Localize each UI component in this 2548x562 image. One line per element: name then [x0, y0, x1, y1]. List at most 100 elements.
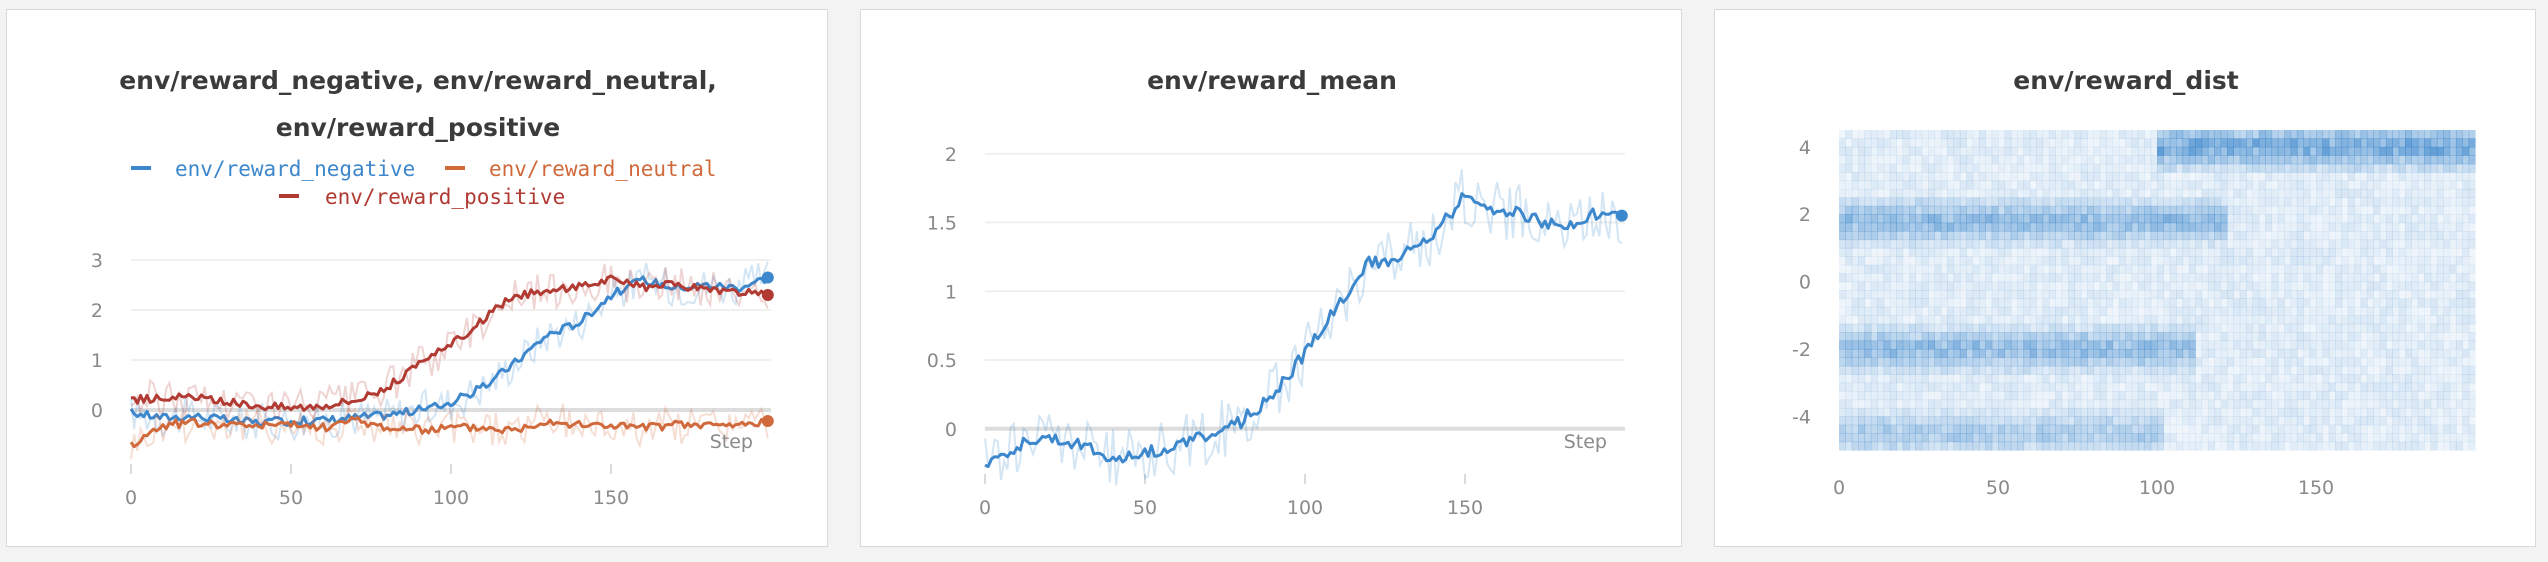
heatmap-cell: [2023, 441, 2031, 451]
heatmap-cell: [2455, 348, 2463, 358]
heatmap-cell: [2392, 146, 2400, 156]
heatmap-cell: [2023, 138, 2031, 148]
series-end-point[interactable]: [761, 271, 774, 284]
heatmap-cell: [1909, 222, 1916, 232]
heatmap-cell: [2424, 424, 2432, 434]
heatmap-cell: [1909, 441, 1916, 451]
heatmap-cell: [1902, 155, 1910, 165]
heatmap-cell: [2284, 290, 2292, 299]
y-tick-label: 4: [1799, 137, 1811, 159]
heatmap-cell: [2462, 374, 2470, 384]
heatmap-cell: [1851, 247, 1859, 257]
heatmap-cell: [1851, 146, 1859, 156]
heatmap-cell: [1845, 172, 1853, 182]
heatmap-cell: [2392, 188, 2400, 198]
heatmap-cell: [2112, 340, 2120, 350]
heatmap-cell: [2106, 399, 2114, 409]
heatmap-cell: [2093, 130, 2101, 139]
heatmap-cell: [1883, 214, 1891, 224]
series-end-point[interactable]: [1615, 209, 1628, 222]
heatmap-cell: [1928, 197, 1935, 207]
heatmap-cell: [2303, 247, 2311, 257]
series-end-point[interactable]: [761, 289, 774, 301]
heatmap-cell: [2169, 340, 2177, 350]
heatmap-cell: [2125, 247, 2133, 257]
heatmap-cell: [2386, 180, 2393, 190]
heatmap-cell: [2125, 323, 2133, 333]
heatmap-cell: [2455, 340, 2463, 350]
heatmap-cell: [1845, 256, 1853, 266]
heatmap-cell: [1909, 340, 1916, 350]
heatmap-cell: [2392, 424, 2400, 434]
heatmap-cell: [2169, 382, 2177, 392]
heatmap-cell: [2214, 247, 2222, 257]
heatmap-cell: [2277, 416, 2285, 426]
heatmap-cell: [2309, 348, 2317, 358]
heatmap-cell: [1940, 424, 1948, 434]
heatmap-cell: [2157, 172, 2164, 182]
heatmap-cell: [2360, 340, 2368, 350]
x-tick-label: 150: [1447, 497, 1483, 519]
heatmap-cell: [1889, 416, 1897, 426]
heatmap-cell: [2023, 365, 2031, 375]
heatmap-cell: [2220, 407, 2228, 417]
heatmap-cell: [2080, 365, 2088, 375]
heatmap-cell: [2322, 332, 2330, 342]
heatmap-cell: [2207, 138, 2215, 148]
heatmap-cell: [2462, 247, 2470, 257]
heatmap-cell: [2468, 298, 2476, 308]
heatmap-cell: [2055, 222, 2063, 232]
heatmap-cell: [2118, 306, 2126, 316]
heatmap-cell: [2150, 146, 2158, 156]
heatmap-cell: [2093, 188, 2101, 198]
heatmap-cell: [1985, 239, 1993, 249]
heatmap-cell: [2322, 382, 2330, 392]
heatmap-cell: [1864, 382, 1872, 392]
heatmap-cell: [1902, 357, 1910, 367]
heatmap-cell: [1921, 247, 1929, 257]
heatmap-cell: [2405, 222, 2412, 232]
heatmap-cell: [2157, 306, 2164, 316]
heatmap-cell: [1940, 382, 1948, 392]
heatmap-cell: [2163, 340, 2171, 350]
heatmap-cell: [2182, 188, 2190, 198]
heatmap-cell: [1915, 281, 1923, 291]
heatmap-cell: [2010, 315, 2018, 325]
heatmap-cell: [2443, 382, 2451, 392]
heatmap-cell: [1864, 214, 1872, 224]
heatmap-cell: [2131, 146, 2139, 156]
heatmap-cell: [2201, 247, 2209, 257]
heatmap-cell: [2398, 424, 2406, 434]
heatmap-cell: [2004, 130, 2012, 139]
heatmap-cell: [2176, 188, 2184, 198]
heatmap-cell: [1864, 433, 1872, 443]
heatmap-cell: [2227, 163, 2234, 173]
heatmap-cell: [1966, 247, 1974, 257]
heatmap-cell: [2347, 256, 2355, 266]
heatmap-cell: [1845, 357, 1853, 367]
heatmap-cell: [2290, 323, 2298, 333]
series-end-point[interactable]: [761, 415, 774, 427]
heatmap-cell: [2417, 357, 2425, 367]
heatmap-cell: [1915, 273, 1923, 283]
heatmap-cell: [1883, 348, 1891, 358]
heatmap-cell: [2068, 239, 2075, 249]
heatmap-cell: [2029, 357, 2037, 367]
heatmap-cell: [1889, 407, 1897, 417]
heatmap-cell: [1883, 188, 1891, 198]
heatmap-cell: [2201, 205, 2209, 215]
heatmap-cell: [2296, 382, 2304, 392]
heatmap-cell: [2074, 239, 2082, 249]
heatmap-cell: [2042, 130, 2050, 139]
heatmap-cell: [2347, 290, 2355, 299]
heatmap-cell: [2010, 231, 2018, 241]
heatmap-cell: [1858, 273, 1866, 283]
heatmap-cell: [2061, 273, 2069, 283]
heatmap-cell: [1845, 332, 1853, 342]
heatmap-cell: [2188, 214, 2196, 224]
heatmap-cell: [2169, 231, 2177, 241]
heatmap-cell: [1947, 290, 1955, 299]
heatmap-cell: [1966, 424, 1974, 434]
heatmap-cell: [2373, 172, 2381, 182]
heatmap-cell: [1934, 323, 1942, 333]
